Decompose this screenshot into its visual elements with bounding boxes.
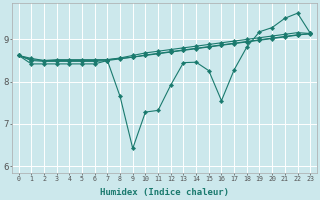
X-axis label: Humidex (Indice chaleur): Humidex (Indice chaleur): [100, 188, 229, 197]
